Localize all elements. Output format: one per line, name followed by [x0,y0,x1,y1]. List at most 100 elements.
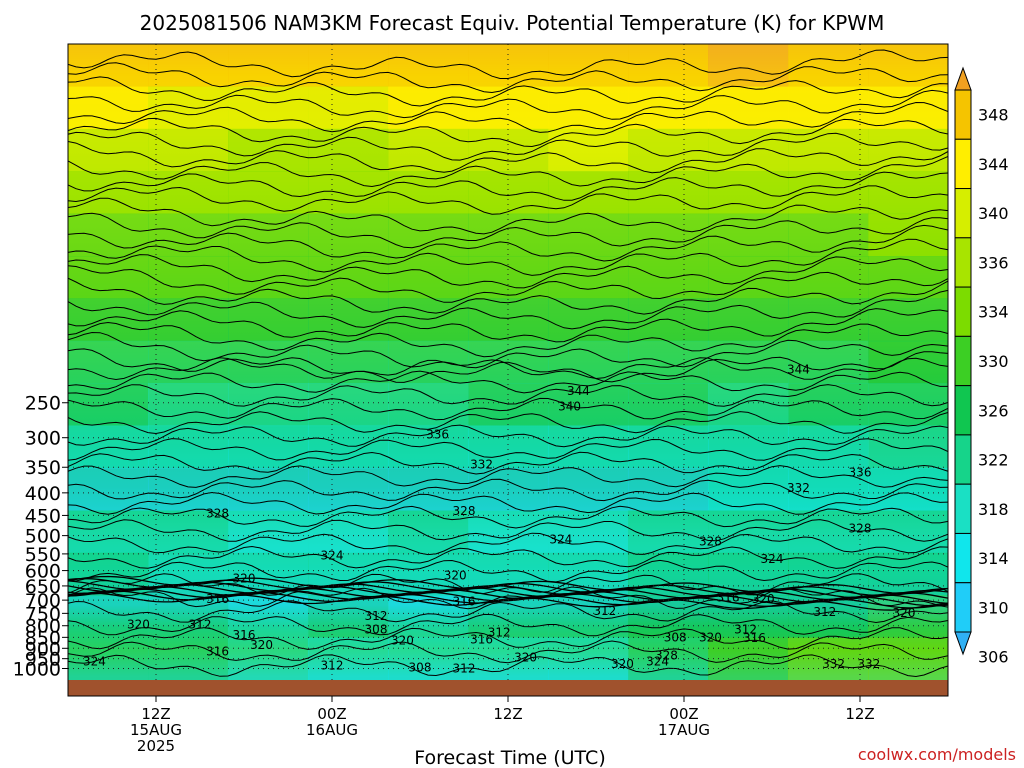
contour-line [68,254,948,289]
theta-e-cell [708,340,789,384]
y-tick-label: 1000 [13,659,61,681]
theta-e-cell [148,256,229,299]
contour-line [68,397,948,421]
contour-label: 316 [206,644,229,658]
theta-e-cell [548,86,629,130]
contour-label-text: 320 [233,571,256,585]
contour-label-text: 320 [893,606,916,620]
contour-label: 316 [470,633,493,647]
contour-label: 316 [233,628,256,642]
theta-e-cell [628,340,709,384]
contour-label-text: 324 [549,532,572,546]
contour-line [68,573,948,596]
x-tick-label: 17AUG [658,721,710,739]
theta-e-cell [228,383,309,427]
theta-e-cell [708,425,789,469]
theta-e-cell [788,425,869,469]
theta-e-cell [708,128,789,172]
gridlines [68,44,948,696]
theta-e-cell [68,171,149,215]
theta-e-cell [228,171,309,215]
colorbar-label: 348 [978,106,1009,125]
theta-e-cell [788,171,869,215]
theta-e-cell [148,213,229,257]
theta-e-cell [628,213,709,257]
contour-line [68,519,948,542]
contour-label-text: 324 [646,654,669,668]
theta-e-cell [148,171,229,215]
colorbar-segment [954,532,972,584]
contour-line [68,640,948,664]
colorbar-segment [954,188,972,239]
colorbar-label: 306 [978,648,1009,667]
colorbar-segment [954,434,972,485]
contour-label: 308 [409,661,432,675]
colorbar-segment [954,335,972,387]
theta-e-cell [68,44,149,87]
contour-label-text: 340 [558,400,581,414]
contour-label-text: 328 [699,534,722,548]
y-tick-label: 500 [25,526,61,548]
theta-e-cell [68,510,149,554]
contour-label: 308 [664,630,687,644]
theta-e-cell [148,128,229,172]
contour-label-text: 316 [743,631,766,645]
theta-e-cell [308,510,389,554]
theta-e-cell [788,298,869,342]
credit-link[interactable]: coolwx.com/models [858,745,1016,764]
theta-e-cell [548,383,629,427]
contour-line [68,212,948,249]
contour-line [68,600,948,624]
theta-e-cell [468,256,549,299]
theta-e-cell [788,340,869,384]
theta-e-cell [148,383,229,427]
contour-label-text: 328 [655,649,678,663]
theta-e-cell [148,468,229,511]
contour-label: 312 [593,604,616,618]
y-tick-label: 600 [25,561,61,583]
contour-label-text: 324 [83,654,106,668]
contour-label: 320 [514,651,537,665]
contour-label-text: 332 [787,481,810,495]
contour-line [68,265,948,303]
contour-label: 312 [189,618,212,632]
contour-label-text: 316 [233,628,256,642]
contour-label-text: 320 [391,634,414,648]
contour-label: 320 [250,638,273,652]
theta-e-cell [628,383,709,427]
colorbar-label: 326 [978,401,1009,420]
contour-line [68,171,948,201]
contour-line [68,411,948,435]
y-tick-label: 950 [25,649,61,671]
contour-label-text: 320 [699,630,722,644]
theta-e-cell [308,44,389,87]
theta-e-cell [628,256,709,299]
theta-e-cell [708,256,789,299]
x-tick-label: 00Z [669,705,698,723]
contour-line [68,238,948,276]
contour-label: 316 [206,592,229,606]
contour-label: 312 [453,662,476,676]
contour-label: 320 [233,571,256,585]
theta-e-cell [308,256,389,299]
contour-label-text: 336 [426,427,449,441]
contour-label-text: 312 [734,622,757,636]
contour-label: 312 [488,625,511,639]
contour-label-text: 320 [611,657,634,671]
theta-e-cell [68,340,149,384]
contour-label-text: 320 [127,618,150,632]
theta-e-cell [308,468,389,511]
theta-e-cell [388,340,469,384]
theta-e-cell [68,86,149,130]
theta-e-cell [228,86,309,130]
colorbar-top-arrow [954,66,972,91]
contour-label-text: 316 [206,644,229,658]
contour-line [68,370,948,394]
theta-e-cell [388,298,469,342]
x-axis-title: Forecast Time (UTC) [414,747,605,768]
theta-e-cell [468,128,549,172]
contour-label-text: 332 [470,457,493,471]
contour-label-text: 328 [206,506,229,520]
